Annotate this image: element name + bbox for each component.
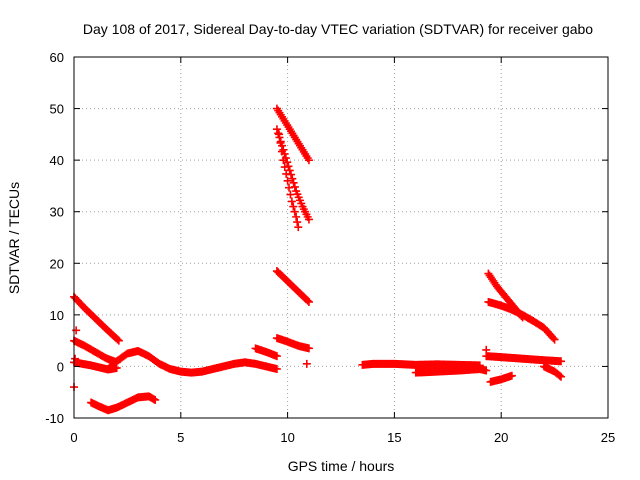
- series-track-21: [482, 345, 491, 354]
- data-point: [276, 138, 285, 147]
- y-tick-label: 40: [50, 153, 64, 168]
- data-point: [285, 183, 294, 192]
- data-point: [557, 357, 566, 366]
- data-point: [282, 169, 291, 178]
- series-track-5: [87, 392, 160, 415]
- data-point: [293, 218, 302, 227]
- data-point: [283, 176, 292, 185]
- data-point: [272, 365, 281, 374]
- data-point: [507, 371, 516, 380]
- data-point: [302, 359, 311, 368]
- data-point: [304, 297, 313, 306]
- data-point: [292, 212, 301, 221]
- data-point: [280, 163, 289, 172]
- x-tick-label: 15: [387, 430, 401, 445]
- chart-title: Day 108 of 2017, Sidereal Day-to-day VTE…: [83, 21, 593, 37]
- data-point: [304, 215, 313, 224]
- y-tick-label: 0: [57, 359, 64, 374]
- y-tick-label: 20: [50, 256, 64, 271]
- y-tick-label: 30: [50, 205, 64, 220]
- data-point: [114, 336, 123, 345]
- data-point: [304, 156, 313, 165]
- series-track-15: [411, 365, 491, 377]
- series-track-4: [104, 346, 281, 377]
- series-track-14: [358, 359, 484, 370]
- series-track-17: [486, 371, 516, 386]
- data-point: [272, 352, 281, 361]
- x-tick-label: 10: [280, 430, 294, 445]
- data-point: [279, 156, 288, 165]
- series-track-20: [484, 297, 559, 344]
- data-point: [557, 372, 566, 381]
- data-point: [151, 395, 160, 404]
- series-track-18: [539, 362, 566, 381]
- series-track-11: [272, 267, 313, 306]
- data-point: [286, 190, 295, 199]
- data-point: [304, 344, 313, 353]
- data-point: [71, 354, 80, 363]
- data-point: [555, 371, 564, 380]
- data-point: [275, 130, 284, 139]
- x-tick-label: 5: [177, 430, 184, 445]
- data-point: [277, 147, 286, 156]
- x-tick-label: 25: [601, 430, 615, 445]
- grid-lines: [74, 57, 608, 418]
- data-point: [289, 178, 298, 187]
- series-track-12: [272, 334, 313, 353]
- data-point: [550, 335, 559, 344]
- x-axis-label: GPS time / hours: [288, 458, 395, 474]
- data-points: [70, 104, 566, 415]
- data-point: [290, 207, 299, 216]
- data-point: [287, 197, 296, 206]
- data-point: [482, 345, 491, 354]
- data-point: [272, 125, 281, 134]
- data-point: [303, 296, 312, 305]
- data-point: [279, 145, 288, 154]
- data-point: [294, 223, 303, 232]
- y-axis-ticks: -10 0 10 20 30 40 50 60: [45, 50, 608, 426]
- x-axis-ticks: 0 5 10 15 20 25: [70, 57, 615, 445]
- y-tick-label: -10: [45, 411, 64, 426]
- series-track-13: [302, 359, 311, 368]
- series-track-10: [275, 130, 303, 232]
- plot-frame: [73, 56, 609, 419]
- data-point: [274, 129, 283, 138]
- y-axis-label: SDTVAR / TECUs: [6, 182, 22, 294]
- data-point: [72, 326, 81, 335]
- y-tick-label: 60: [50, 50, 64, 65]
- data-point: [549, 334, 558, 343]
- y-tick-label: 50: [50, 102, 64, 117]
- series-track-16: [482, 352, 566, 366]
- series-track-7: [251, 344, 281, 361]
- data-point: [482, 366, 491, 375]
- data-point: [289, 202, 298, 211]
- data-point: [113, 335, 122, 344]
- x-tick-label: 20: [494, 430, 508, 445]
- y-tick-label: 10: [50, 308, 64, 323]
- data-point: [288, 174, 297, 183]
- series-track-8: [272, 104, 313, 165]
- x-tick-label: 0: [70, 430, 77, 445]
